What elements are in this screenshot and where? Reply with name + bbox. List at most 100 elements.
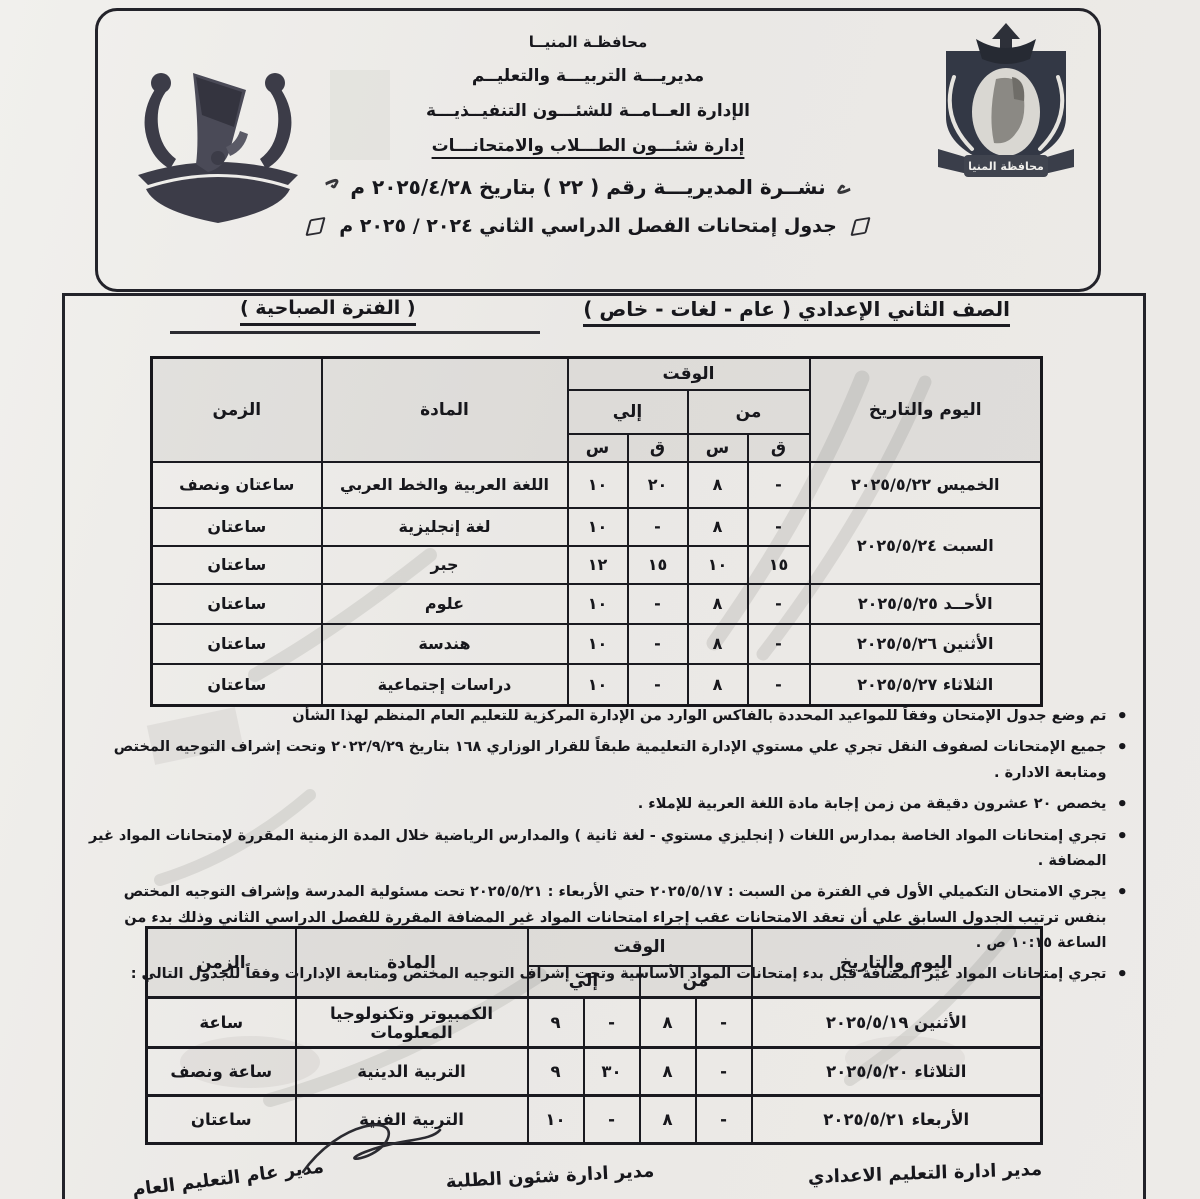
to-minutes-cell: - [626, 622, 689, 665]
col-header-subject: المادة [294, 926, 529, 999]
org-line-exams-admin: إدارة شئـــون الطـــلاب والامتحانـــات [431, 136, 745, 156]
subject-cell: التربية الفنية [294, 1094, 529, 1145]
col-header-day-date: اليوم والتاريخ [808, 356, 1043, 463]
to-hours-cell: ١٢ [566, 544, 629, 585]
col-header-to: إلي [566, 388, 689, 435]
day-cell: الأربعاء ٢٠٢٥/٥/٢١ [750, 1094, 1043, 1145]
to-minutes-cell: - [626, 662, 689, 707]
day-cell: الخميس ٢٠٢٥/٥/٢٢ [808, 460, 1043, 509]
to-hours-cell: ١٠ [566, 506, 629, 547]
bulletin-line: ے نشــرة المديريـــة رقم ( ٢٢ ) بتاريخ ٢… [308, 172, 868, 201]
note-item: • تم وضع جدول الإمتحان وفقاً للمواعيد الم… [78, 704, 1128, 729]
to-minutes-cell: - [582, 1094, 641, 1145]
col-header-duration: الزمن [150, 356, 323, 463]
table-row: الثلاثاء ٢٠٢٥/٥/٢٠ - ٨ ٣٠ ٩ التربية الدي… [145, 1046, 1043, 1097]
col-header-day-date: اليوم والتاريخ [750, 926, 1043, 999]
col-header-from: من [686, 388, 811, 435]
to-hours-cell: ١٠ [526, 1094, 585, 1145]
subject-cell: الكمبيوتر وتكنولوجيا المعلومات [294, 996, 529, 1049]
from-hours-cell: ٨ [686, 582, 749, 625]
from-minutes-cell: - [694, 996, 753, 1049]
duration-cell: ساعتان [150, 662, 323, 707]
note-item: • تجري إمتحانات المواد الخاصة بمدارس اللغ… [78, 824, 1128, 875]
emblem-caption: محافظة المنيا [968, 160, 1044, 173]
from-hours-cell: ٨ [638, 996, 697, 1049]
from-hours-cell: ٨ [638, 1046, 697, 1097]
table-row: الأثنين ٢٠٢٥/٥/١٩ - ٨ - ٩ الكمبيوتر وتكن… [145, 996, 1043, 1049]
to-minutes-cell: - [626, 506, 689, 547]
subject-cell: جبر [320, 544, 569, 585]
to-minutes-cell: ١٥ [626, 544, 689, 585]
diamond-mark-icon [850, 216, 871, 236]
day-cell: الثلاثاء ٢٠٢٥/٥/٢٧ [808, 662, 1043, 707]
handwritten-signature-icon [301, 1123, 442, 1174]
to-hours-cell: ٩ [526, 996, 585, 1049]
from-hours-cell: ٨ [638, 1094, 697, 1145]
table-row: ١٥ ١٠ ١٥ ١٢ جبر ساعتان [150, 544, 1042, 585]
from-minutes-cell: - [694, 1046, 753, 1097]
note-text: يخصص ٢٠ عشرون دقيقة من زمن إجابة مادة ال… [637, 796, 1107, 813]
duration-cell: ساعتان [145, 1094, 297, 1145]
note-text: تجري إمتحانات المواد الخاصة بمدارس اللغا… [89, 827, 1107, 869]
from-hours-cell: ٨ [686, 460, 749, 509]
note-text: تم وضع جدول الإمتحان وفقاً للمواعيد المح… [292, 708, 1107, 724]
education-directorate-logo-icon [138, 73, 298, 223]
to-minutes-cell: ٣٠ [582, 1046, 641, 1097]
day-cell: الأثنين ٢٠٢٥/٥/١٩ [750, 996, 1043, 1049]
org-line-directorate: مديريـــة التربيـــة والتعليــم [471, 66, 705, 86]
col-header-hours: س [566, 432, 629, 463]
to-minutes-cell: - [582, 996, 641, 1049]
main-exam-schedule-table: اليوم والتاريخ الوقت المادة الزمن من إلي… [150, 356, 1043, 707]
org-line-governorate: محافظـة المنيــا [528, 33, 648, 51]
non-added-subjects-table: اليوم والتاريخ الوقت المادة الزمن من إلي… [145, 926, 1043, 1145]
table-row: الأثنين ٢٠٢٥/٥/٢٦ - ٨ - ١٠ هندسة ساعتان [150, 622, 1043, 665]
table-row: الثلاثاء ٢٠٢٥/٥/٢٧ - ٨ - ١٠ دراسات إجتما… [150, 662, 1043, 707]
day-cell: الأثنين ٢٠٢٥/٥/٢٦ [808, 622, 1043, 665]
col-header-minutes: ق [626, 432, 689, 463]
duration-cell: ساعة [145, 996, 297, 1049]
flourish-mark-icon: ے [323, 172, 345, 201]
note-text: يجري الامتحان التكميلي الأول في الفترة م… [123, 884, 1107, 951]
subject-cell: علوم [320, 582, 569, 625]
flourish-mark-icon: ے [832, 172, 853, 201]
grade-title: الصف الثاني الإعدادي ( عام - لغات - خاص … [583, 297, 1010, 327]
subject-cell: اللغة العربية والخط العربي [320, 460, 569, 509]
col-header-time: الوقت [566, 356, 811, 391]
col-header-minutes: ق [746, 432, 811, 463]
header-text-block: محافظـة المنيــا مديريـــة التربيـــة وا… [305, 33, 871, 237]
note-item: • يجري الامتحان التكميلي الأول في الفترة … [78, 880, 1128, 956]
from-minutes-cell: - [746, 662, 811, 707]
subject-cell: هندسة [320, 622, 569, 665]
diamond-mark-icon [305, 216, 326, 236]
col-header-to: إلي [526, 964, 641, 999]
subject-cell: التربية الدينية [294, 1046, 529, 1097]
bullet-icon: • [1116, 737, 1128, 759]
from-minutes-cell: - [694, 1094, 753, 1145]
minya-governorate-emblem-icon: محافظة المنيا [938, 23, 1074, 177]
col-header-hours: س [686, 432, 749, 463]
table-row: الأحــد ٢٠٢٥/٥/٢٥ - ٨ - ١٠ علوم ساعتان [150, 582, 1043, 625]
to-hours-cell: ١٠ [566, 622, 629, 665]
page-title-row: الصف الثاني الإعدادي ( عام - لغات - خاص … [240, 297, 1010, 327]
col-header-subject: المادة [320, 356, 569, 463]
duration-cell: ساعتان [150, 582, 323, 625]
to-minutes-cell: ٢٠ [626, 460, 689, 509]
bullet-icon: • [1116, 964, 1128, 986]
note-item: • جميع الإمتحانات لصفوف النقل تجري علي مس… [78, 735, 1128, 786]
table-row: الخميس ٢٠٢٥/٥/٢٢ - ٨ ٢٠ ١٠ اللغة العربية… [150, 460, 1043, 509]
duration-cell: ساعتان ونصف [150, 460, 323, 509]
duration-cell: ساعتان [150, 544, 323, 585]
from-hours-cell: ٨ [686, 662, 749, 707]
duration-cell: ساعة ونصف [145, 1046, 297, 1097]
bullet-icon: • [1116, 825, 1128, 847]
to-hours-cell: ١٠ [566, 582, 629, 625]
note-item: • يخصص ٢٠ عشرون دقيقة من زمن إجابة مادة ا… [78, 792, 1128, 817]
subject-cell: لغة إنجليزية [320, 506, 569, 547]
content-frame-border [62, 293, 1146, 1199]
col-header-duration: الزمن [145, 926, 297, 999]
bullet-icon: • [1116, 706, 1128, 727]
org-line-general-admin: الإدارة العــامــة للشئـــون التنفيــذيـ… [426, 101, 750, 121]
to-hours-cell: ٩ [526, 1046, 585, 1097]
from-minutes-cell: - [746, 460, 811, 509]
